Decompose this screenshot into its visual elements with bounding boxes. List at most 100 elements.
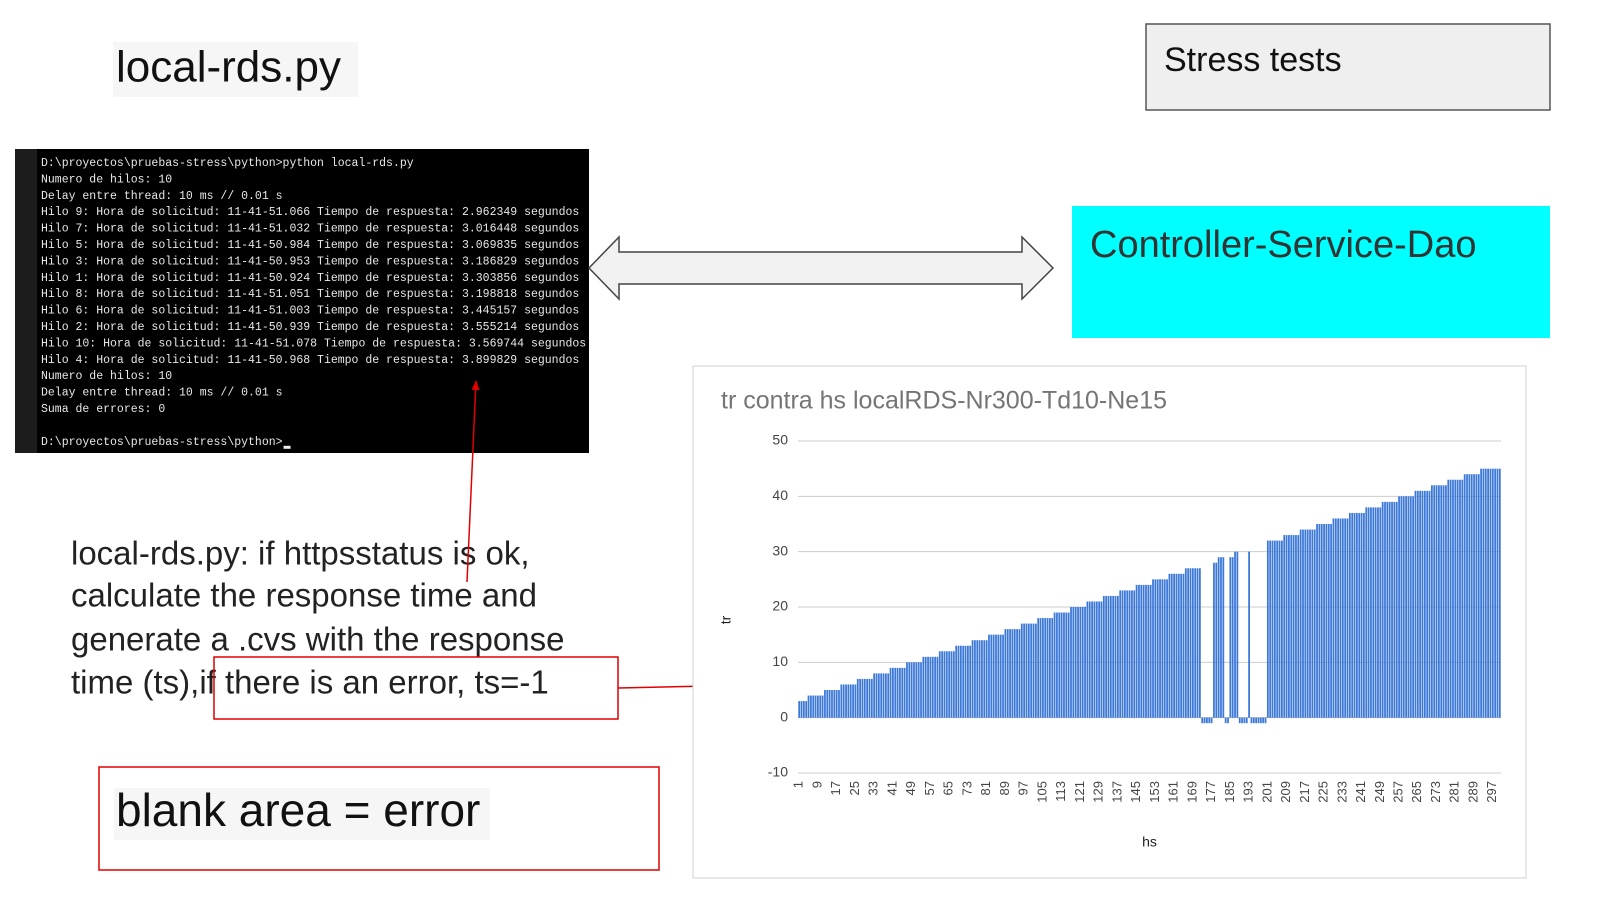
bar <box>983 640 986 718</box>
bar <box>1156 579 1159 718</box>
bar <box>1428 490 1431 718</box>
bar <box>1006 629 1009 718</box>
bar <box>927 656 929 718</box>
terminal-line: Hilo 7: Hora de solicitud: 11-41-51.032 … <box>41 223 579 236</box>
bar <box>992 634 995 718</box>
bar <box>1126 590 1129 718</box>
bar <box>959 645 962 718</box>
bar <box>1355 512 1358 718</box>
terminal-line: Suma de errores: 0 <box>41 403 165 416</box>
bar <box>1348 512 1351 718</box>
bar <box>929 656 932 718</box>
x-tick-label: 169 <box>1184 781 1199 803</box>
x-tick-label: 209 <box>1278 781 1293 803</box>
bar <box>1442 485 1445 718</box>
x-tick-label: 153 <box>1147 781 1162 803</box>
bar <box>1393 501 1396 718</box>
bar <box>1398 496 1400 718</box>
bar <box>824 690 826 718</box>
bar <box>1138 584 1140 718</box>
bar <box>1278 540 1281 718</box>
bar <box>974 640 976 718</box>
x-tick-label: 225 <box>1316 781 1331 803</box>
bar <box>1231 557 1234 718</box>
x-tick-label: 121 <box>1072 781 1087 803</box>
bar <box>1147 584 1150 718</box>
bar <box>1027 623 1030 718</box>
bar <box>967 645 969 718</box>
bar <box>1241 717 1243 724</box>
terminal-line: Hilo 8: Hora de solicitud: 11-41-51.051 … <box>41 288 579 301</box>
bar <box>1067 612 1070 718</box>
bar <box>877 673 880 718</box>
bar <box>1065 612 1068 718</box>
bar <box>1365 507 1368 718</box>
bar <box>1166 579 1168 718</box>
bar <box>1283 535 1286 718</box>
terminal-prompt: D:\proyectos\pruebas-stress\python> <box>41 436 283 449</box>
terminal-line: Hilo 3: Hora de solicitud: 11-41-50.953 … <box>41 255 579 268</box>
bar <box>1109 595 1112 718</box>
bar <box>1374 507 1377 718</box>
bar <box>805 701 808 718</box>
x-tick-label: 201 <box>1259 781 1274 803</box>
blank-bg <box>114 788 490 840</box>
bar <box>1445 485 1447 718</box>
note-line: time (ts), <box>71 664 199 701</box>
note: local-rds.py: if httpsstatus is ok, calc… <box>71 535 564 701</box>
bar <box>990 634 993 718</box>
bar <box>1091 601 1093 718</box>
bar <box>798 701 801 718</box>
bar <box>1255 717 1258 724</box>
x-tick-label: 1 <box>791 781 806 788</box>
terminal-line: D:\proyectos\pruebas-stress\python>pytho… <box>41 157 414 170</box>
x-tick-label: 9 <box>809 781 824 788</box>
bar <box>1402 496 1405 718</box>
bar <box>1044 618 1047 718</box>
bar <box>849 684 852 718</box>
x-tick-label: 57 <box>922 781 937 795</box>
bar <box>1206 717 1208 724</box>
bar <box>1327 524 1330 718</box>
stress-box <box>1145 23 1551 111</box>
bar <box>1461 479 1464 718</box>
bar <box>1288 535 1290 718</box>
bar <box>1112 595 1115 718</box>
bar <box>1025 623 1028 718</box>
bar <box>1004 629 1007 718</box>
bar <box>938 651 941 718</box>
bar <box>1386 501 1389 718</box>
bar <box>985 640 988 718</box>
bar <box>915 662 918 718</box>
bar <box>978 640 981 718</box>
bar <box>1140 584 1143 718</box>
bar <box>1041 618 1044 718</box>
bar <box>1496 468 1499 718</box>
bar <box>1222 557 1225 718</box>
bar <box>1023 623 1026 718</box>
x-tick-label: 73 <box>959 781 974 795</box>
bar <box>1081 607 1084 718</box>
bar <box>817 695 819 718</box>
bar <box>1281 540 1283 718</box>
bar <box>1149 584 1152 718</box>
bar <box>906 662 908 718</box>
bar <box>800 701 803 718</box>
bar <box>1058 612 1061 718</box>
bar <box>1262 717 1265 724</box>
bar <box>838 690 840 718</box>
bar <box>1325 524 1328 718</box>
x-tick-label: 97 <box>1016 781 1031 795</box>
cursor <box>283 445 291 449</box>
bar <box>901 667 904 718</box>
bar <box>1306 529 1309 718</box>
bar <box>1037 618 1040 718</box>
bar <box>1414 490 1417 718</box>
x-tick-label: 41 <box>884 781 899 795</box>
bar <box>1482 468 1485 718</box>
bar <box>1334 518 1337 718</box>
blank-note: blank area = error <box>116 784 480 836</box>
bar <box>1177 573 1180 718</box>
bar <box>868 678 871 718</box>
bar <box>1194 568 1197 718</box>
